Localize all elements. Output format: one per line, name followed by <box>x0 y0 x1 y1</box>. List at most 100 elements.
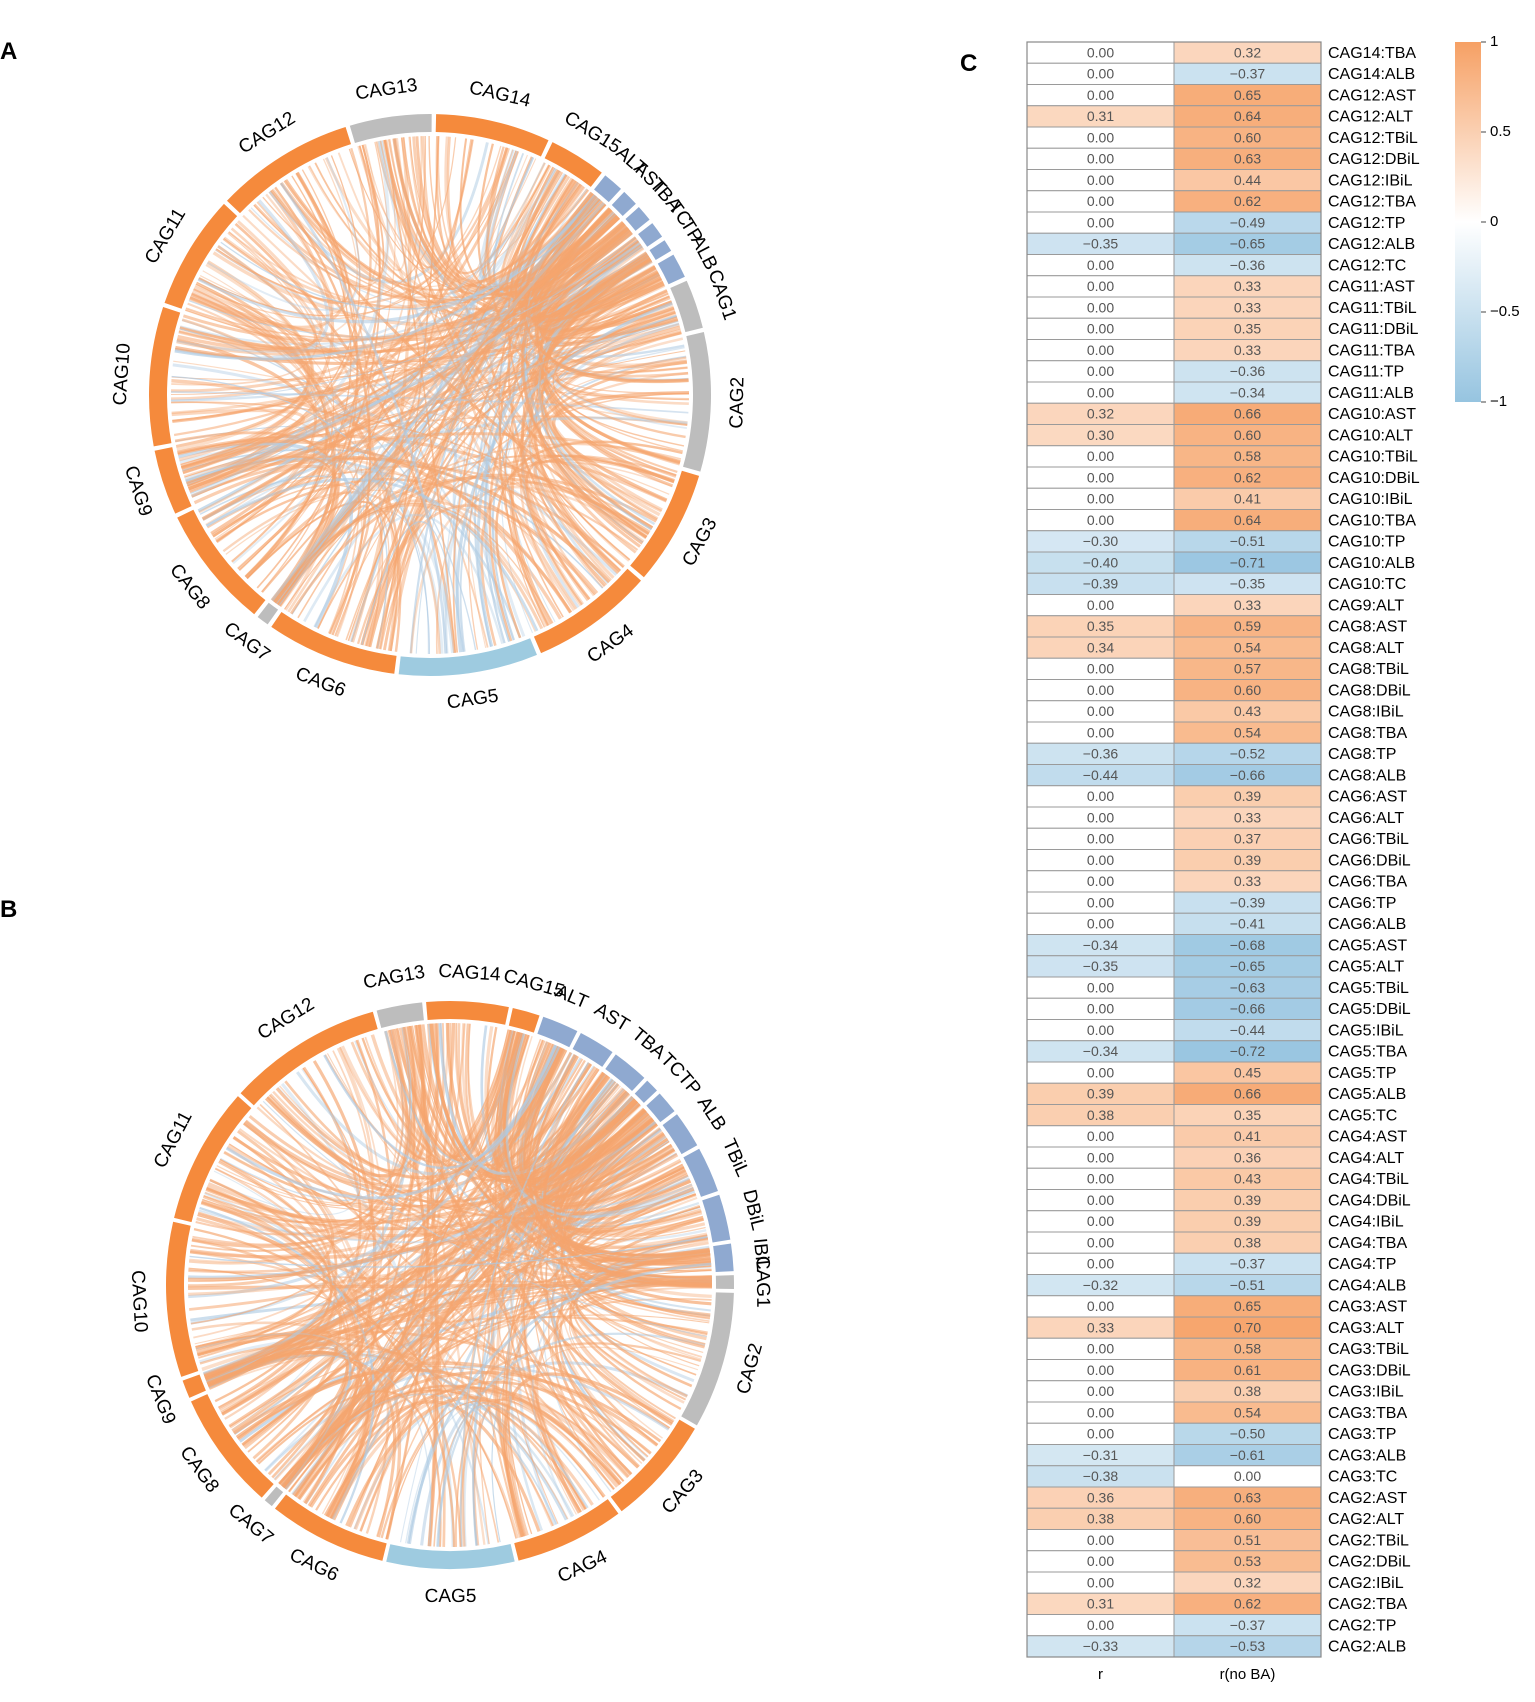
chord-link <box>545 312 676 535</box>
heatmap-row-label: CAG11:AST <box>1328 279 1415 296</box>
chord-link <box>289 473 657 615</box>
sector-label-cag1: CAG1 <box>752 1256 774 1308</box>
chord-link <box>550 1092 688 1398</box>
chord-link <box>176 167 557 353</box>
heatmap-value: −0.51 <box>1230 1277 1266 1293</box>
chord-link <box>259 1103 500 1543</box>
heatmap-value: 0.38 <box>1087 1107 1114 1123</box>
chord-link <box>370 1034 630 1179</box>
heatmap-row: 0.00 0.41 CAG10:IBiL <box>1026 487 1413 510</box>
heatmap-value: −0.63 <box>1230 979 1266 995</box>
chord-link <box>175 276 311 448</box>
heatmap-row-label: CAG12:ALB <box>1328 236 1415 253</box>
sector-arc-cag15 <box>508 1008 540 1033</box>
sector-label-cag12: CAG12 <box>254 994 318 1045</box>
heatmap-row: 0.00 0.41 CAG4:AST <box>1026 1125 1407 1148</box>
heatmap-value: 0.00 <box>1087 1149 1114 1165</box>
heatmap-value: −0.36 <box>1083 746 1119 762</box>
chord-link <box>241 1113 650 1446</box>
chord-link <box>561 1170 687 1439</box>
chord-link <box>510 1038 638 1181</box>
chord-link <box>235 1361 659 1447</box>
heatmap-value: −0.66 <box>1230 1001 1266 1017</box>
sector-arc-alb <box>662 1114 698 1155</box>
chord-link <box>577 1217 710 1263</box>
chord-link <box>519 371 689 614</box>
chord-link <box>183 454 548 628</box>
sector-label-cag7: CAG7 <box>220 618 274 666</box>
chord-link <box>261 169 359 593</box>
heatmap-value: −0.35 <box>1230 576 1266 592</box>
heatmap-row: 0.00 −0.37 CAG2:TP <box>1026 1614 1396 1637</box>
chord-link <box>468 240 639 650</box>
heatmap-row: −0.44 −0.66 CAG8:ALB <box>1026 764 1406 787</box>
heatmap-value: 0.44 <box>1234 172 1261 188</box>
sector-arc-cag2 <box>682 332 711 472</box>
sector-arc-cag4 <box>514 1499 619 1561</box>
sector-label-tbil: TBiL <box>718 1136 753 1180</box>
heatmap-row-label: CAG5:ALB <box>1328 1086 1406 1103</box>
chord-link <box>532 223 652 321</box>
heatmap-value: 0.39 <box>1234 1213 1261 1229</box>
heatmap-value: 0.54 <box>1234 724 1261 740</box>
heatmap-value: 0.00 <box>1087 151 1114 167</box>
heatmap-row-label: CAG5:AST <box>1328 937 1407 954</box>
heatmap-row: 0.00 0.53 CAG2:DBiL <box>1026 1550 1411 1573</box>
sector-arc-cag1 <box>670 280 703 333</box>
sector-arc-tc <box>638 223 663 247</box>
chord-link <box>491 1029 605 1171</box>
chord-link <box>438 1023 630 1176</box>
heatmap-value: 0.37 <box>1234 831 1261 847</box>
heatmap-row-label: CAG3:IBiL <box>1328 1384 1404 1401</box>
heatmap-row-label: CAG8:DBiL <box>1328 682 1411 699</box>
sector-arc-cag11 <box>164 203 238 309</box>
sector-arc-cag6 <box>274 1494 387 1561</box>
heatmap-border <box>1026 41 1322 1658</box>
heatmap-row: 0.00 0.65 CAG3:AST <box>1026 1295 1407 1318</box>
heatmap-value: 0.60 <box>1234 682 1261 698</box>
sector-label-cag8: CAG8 <box>165 560 214 614</box>
heatmap-row-label: CAG3:TP <box>1328 1426 1396 1443</box>
chord-link <box>504 169 620 298</box>
heatmap-row: 0.00 0.43 CAG4:TBiL <box>1026 1167 1409 1190</box>
chord-link <box>261 209 613 593</box>
heatmap-value: −0.37 <box>1230 1256 1266 1272</box>
heatmap-row-label: CAG3:DBiL <box>1328 1362 1411 1379</box>
heatmap-value: 0.00 <box>1087 172 1114 188</box>
heatmap-value: −0.71 <box>1230 554 1266 570</box>
chord-link <box>502 1032 685 1206</box>
chord-link <box>360 504 599 646</box>
chord-link <box>187 432 681 489</box>
sector-label-dbil: DBiL <box>738 1188 768 1233</box>
heatmap-value: 0.54 <box>1234 1404 1261 1420</box>
sector-arc-cag13 <box>376 1002 425 1029</box>
chord-link <box>189 171 346 329</box>
heatmap-value: 0.65 <box>1234 87 1261 103</box>
chord-link <box>244 1072 606 1450</box>
heatmap-row-label: CAG4:DBiL <box>1328 1192 1411 1209</box>
heatmap-row: 0.00 0.62 CAG10:DBiL <box>1026 466 1420 489</box>
sector-arc-cag2 <box>681 1292 734 1426</box>
chord-link <box>539 252 654 529</box>
heatmap-row: −0.36 −0.52 CAG8:TP <box>1026 742 1396 765</box>
heatmap-row: 0.31 0.62 CAG2:TBA <box>1026 1592 1407 1615</box>
chord-link <box>546 1075 709 1248</box>
sector-label-cag11: CAG11 <box>150 1108 197 1172</box>
chord-link <box>375 191 593 649</box>
heatmap-row: 0.00 −0.36 CAG11:TP <box>1026 360 1404 383</box>
sector-label-cag14: CAG14 <box>467 77 533 112</box>
chord-link <box>460 1062 590 1547</box>
chord-link <box>452 204 607 653</box>
heatmap-value: 0.00 <box>1234 1468 1261 1484</box>
chord-link <box>537 1076 647 1192</box>
heatmap-value: 0.63 <box>1234 151 1261 167</box>
chord-link <box>498 164 601 291</box>
heatmap-row-label: CAG6:DBiL <box>1328 852 1411 869</box>
heatmap-value: −0.44 <box>1230 1022 1266 1038</box>
sector-arc-tba <box>625 207 650 231</box>
heatmap-row-label: CAG10:DBiL <box>1328 470 1420 487</box>
heatmap-row: 0.00 0.57 CAG8:TBiL <box>1026 657 1409 680</box>
heatmap-row-label: CAG5:TC <box>1328 1107 1397 1124</box>
heatmap-row: 0.00 −0.36 CAG12:TC <box>1026 254 1406 277</box>
